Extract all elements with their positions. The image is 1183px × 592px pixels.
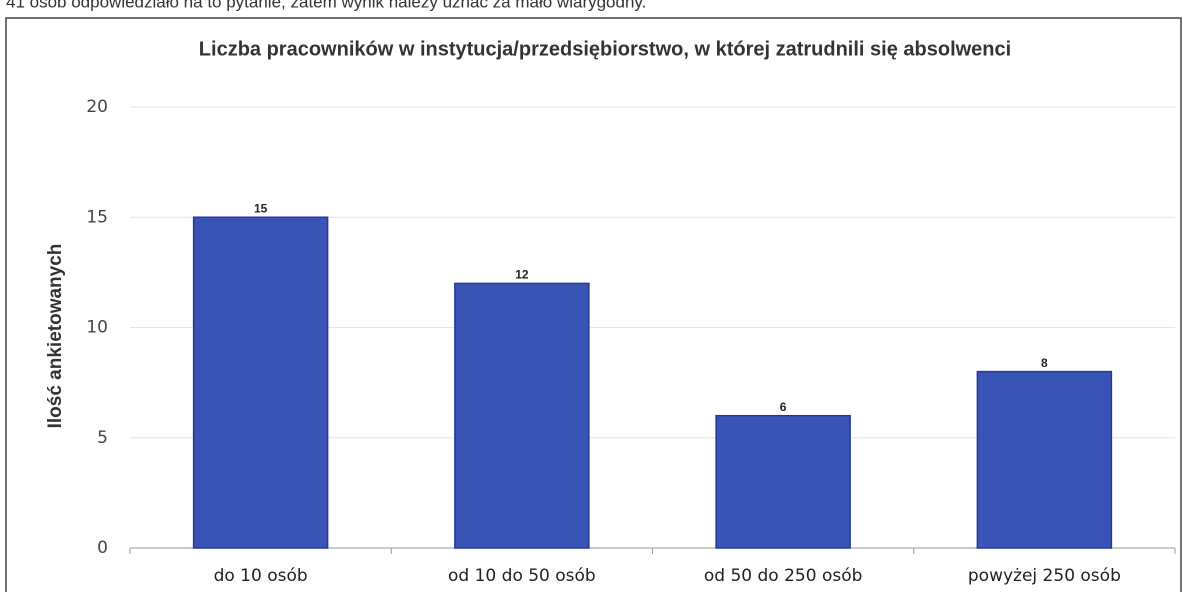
y-tick-label: 15 [86,207,108,227]
value-label: 6 [780,400,787,414]
x-tick-label: powyżej 250 osób [968,566,1121,586]
x-tick-label: od 10 do 50 osób [448,566,596,586]
bar [976,370,1113,549]
bar [715,414,851,549]
y-axis-label: Ilość ankietowanych [45,244,66,429]
x-tick-label: do 10 osób [214,566,308,586]
value-label: 8 [1041,356,1048,370]
bar [454,282,590,549]
x-tick-label: od 50 do 250 osób [704,566,863,586]
bar [192,216,329,549]
value-label: 15 [254,201,268,215]
chart-title: Liczba pracowników w instytucja/przedsię… [199,38,1011,60]
y-tick-label: 20 [86,97,108,117]
y-tick-label: 5 [97,428,108,448]
note-line: 41 osób odpowiedziało na to pytanie, zat… [6,0,646,11]
y-tick-label: 0 [97,538,108,558]
value-label: 12 [515,268,529,282]
y-tick-label: 10 [86,318,108,338]
